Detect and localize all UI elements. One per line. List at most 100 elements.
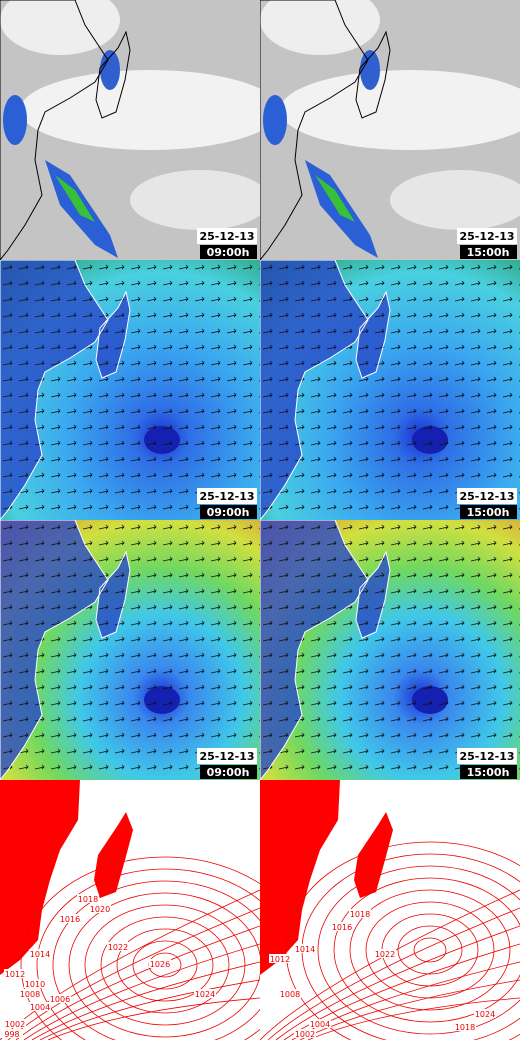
date-box (457, 488, 517, 504)
date-label: 25-12-13 (199, 490, 254, 503)
coastline (260, 520, 369, 780)
coastline (95, 290, 131, 379)
isobar-label: 1020 (90, 905, 110, 914)
time-box (200, 245, 257, 259)
isobar (100, 916, 230, 1014)
isobar-label: 1016 (60, 915, 80, 924)
coastline (355, 290, 391, 379)
isobar-label: 1022 (108, 943, 128, 952)
date-label: 25-12-13 (199, 230, 254, 243)
wind-arrows (0, 520, 260, 780)
rain-cell (360, 50, 380, 90)
isobar-label: 1024 (475, 1010, 495, 1019)
date-label: 25-12-13 (459, 750, 514, 763)
coastline (260, 260, 369, 520)
isobar-label: 1008 (20, 990, 40, 999)
isobar (299, 979, 520, 1040)
isobar (52, 880, 260, 1040)
land (260, 780, 340, 975)
map-panel: 25-12-13 09:00h (0, 260, 260, 520)
isobar (31, 961, 260, 1040)
isobar-label: 1002 (5, 1020, 25, 1029)
time-label: 15:00h (467, 766, 510, 779)
rain-cell (263, 95, 287, 145)
isobar-label: 1006 (50, 995, 70, 1004)
coastline (0, 0, 109, 260)
wind-arrows (0, 260, 260, 520)
land (94, 812, 133, 898)
isobar-label: 1024 (195, 990, 215, 999)
coastline (95, 550, 131, 639)
isobar-label: 1026 (150, 960, 170, 969)
date-box (197, 748, 257, 764)
date-label: 25-12-13 (199, 750, 254, 763)
isobar (68, 892, 260, 1038)
coastline (95, 30, 131, 119)
rain-core (55, 175, 95, 222)
isobar (36, 868, 260, 1040)
isobar (132, 940, 198, 990)
time-box (460, 765, 517, 779)
time-box (460, 245, 517, 259)
isobar-label: 1018 (455, 1023, 475, 1032)
isobar (15, 925, 260, 1040)
coastline (0, 260, 109, 520)
coastline (260, 0, 369, 260)
rain-core (315, 175, 355, 222)
isobar-label: 1010 (25, 980, 45, 989)
rain-cell (100, 50, 120, 90)
isobar (397, 925, 463, 975)
cloud (0, 0, 120, 55)
time-label: 09:00h (207, 766, 250, 779)
time-box (200, 765, 257, 779)
isobar (260, 889, 520, 1040)
isobar-label: 1012 (5, 970, 25, 979)
isobar (20, 856, 260, 1040)
isobar (283, 943, 520, 1040)
time-box (200, 505, 257, 519)
isobar-label: 998 (4, 1030, 19, 1039)
isobar-label: 1012 (270, 955, 290, 964)
coastline (355, 30, 391, 119)
isobar (285, 841, 520, 1040)
map-panel: 25-12-13 15:00h (260, 520, 520, 780)
isobar (23, 943, 260, 1040)
isobar-label: 1004 (30, 1003, 50, 1012)
date-box (197, 228, 257, 244)
map-panel: 25-12-13 09:00h (0, 0, 260, 260)
time-label: 15:00h (467, 506, 510, 519)
isobar-label: 1008 (280, 990, 300, 999)
isobar (317, 865, 520, 1035)
isobar (349, 889, 511, 1011)
cloud (390, 170, 520, 230)
isobar-label: 1002 (295, 1030, 315, 1039)
cloud (260, 0, 380, 55)
time-box (460, 505, 517, 519)
isobar (267, 907, 520, 1040)
map-panel: 25-12-13 15:00h (260, 0, 520, 260)
date-box (197, 488, 257, 504)
date-box (457, 228, 517, 244)
isobar-label: 1016 (332, 923, 352, 932)
isobar-label: 1022 (375, 950, 395, 959)
isobar (365, 901, 495, 999)
isobar (84, 904, 246, 1026)
isobar-label: 1014 (295, 945, 315, 954)
isobar (333, 877, 520, 1023)
isobar (116, 928, 214, 1002)
isobar (307, 997, 520, 1040)
land (354, 812, 393, 898)
isobar (413, 937, 447, 963)
isobar-label: 1014 (30, 950, 50, 959)
isobar (39, 979, 260, 1040)
isobar-label: 1018 (350, 910, 370, 919)
coastline (0, 520, 109, 780)
map-panel: 25-12-13 09:00h (0, 520, 260, 780)
isobar (47, 997, 260, 1040)
cloud (280, 70, 520, 150)
time-label: 15:00h (467, 246, 510, 259)
isobar (275, 925, 520, 1040)
